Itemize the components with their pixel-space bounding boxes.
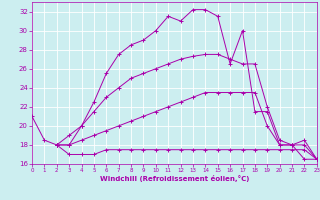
X-axis label: Windchill (Refroidissement éolien,°C): Windchill (Refroidissement éolien,°C) xyxy=(100,175,249,182)
